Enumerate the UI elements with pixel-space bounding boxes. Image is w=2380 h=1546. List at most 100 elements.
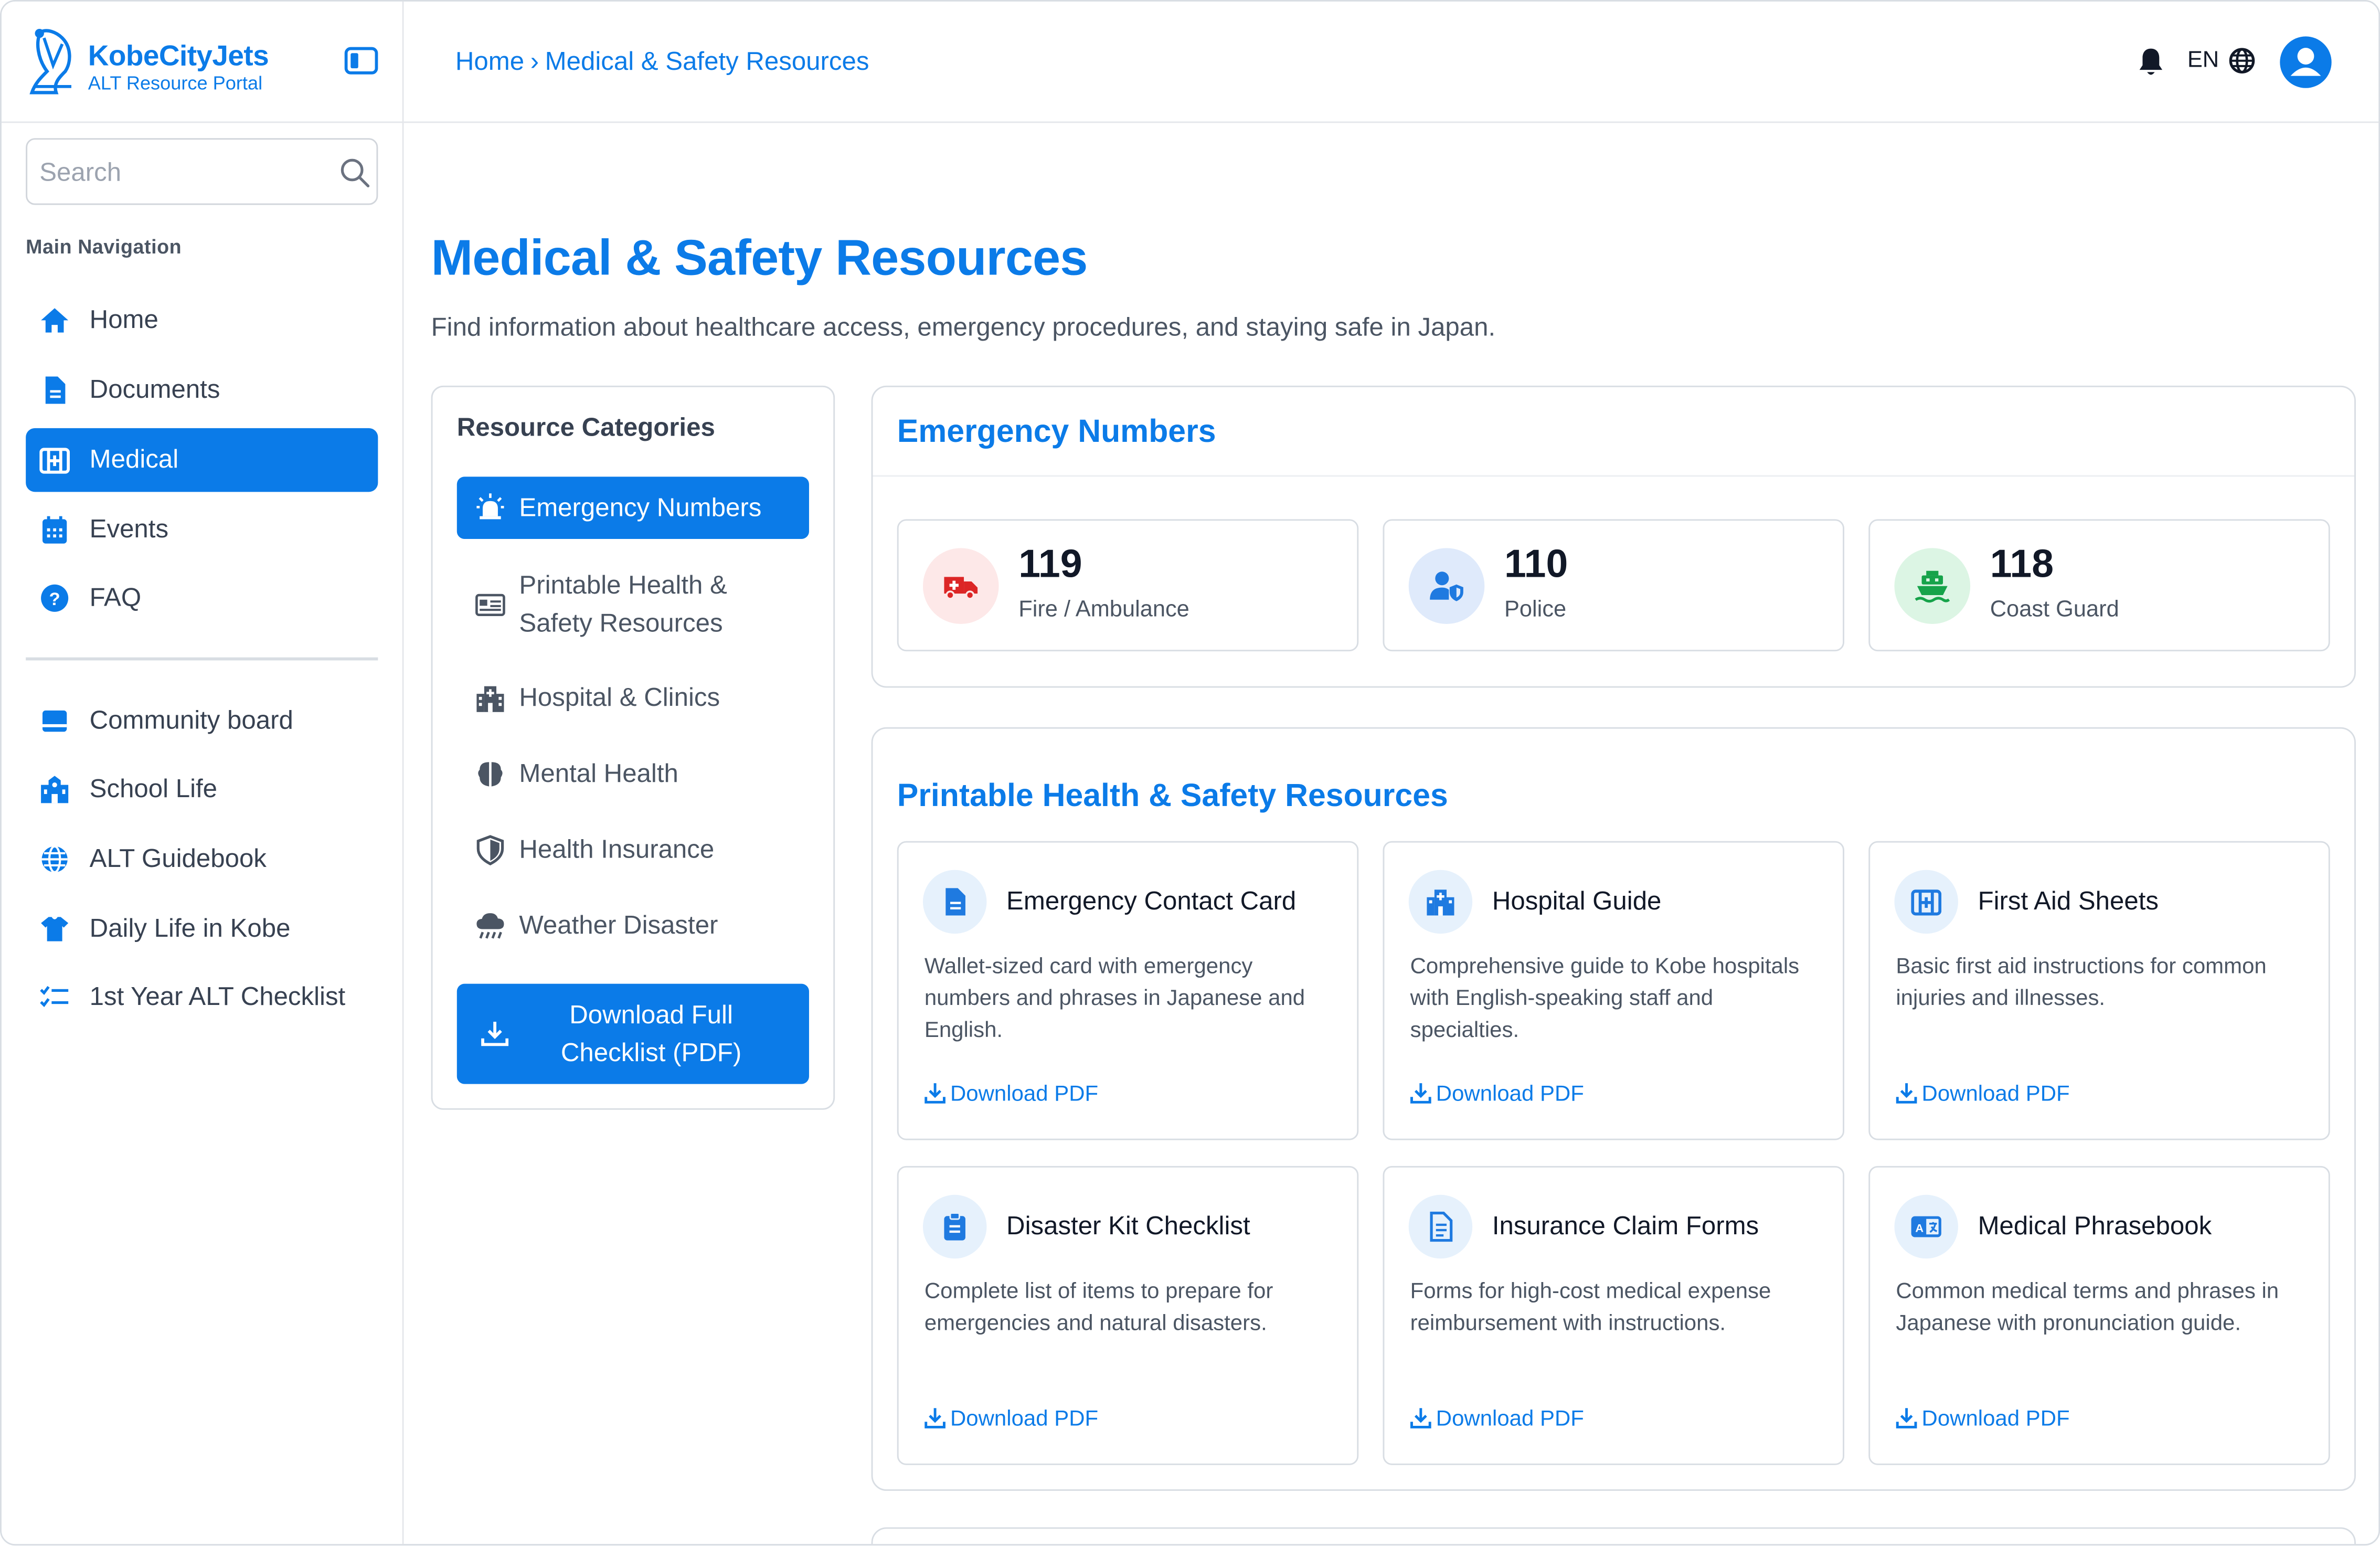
- section-title: Emergency Numbers: [897, 414, 1216, 450]
- clipboard-icon: [944, 1212, 965, 1241]
- sidebar-item-label: Community board: [89, 706, 293, 735]
- icon-circle: [922, 548, 999, 624]
- category-mental-health[interactable]: Mental Health: [457, 745, 809, 803]
- download-pdf-link[interactable]: Download PDF: [925, 1083, 1098, 1107]
- emergency-number-card[interactable]: 119 Fire / Ambulance: [897, 519, 1359, 652]
- hospital-icon: [1427, 890, 1454, 916]
- emergency-label: Police: [1504, 596, 1567, 623]
- svg-text:A: A: [1915, 1222, 1924, 1235]
- ambulance-icon: [944, 577, 978, 600]
- sidebar-item-events[interactable]: Events: [26, 498, 378, 562]
- sidebar-item-label: Medical: [89, 444, 179, 474]
- sidebar-item-home[interactable]: Home: [26, 289, 378, 353]
- download-pdf-link[interactable]: Download PDF: [925, 1407, 1098, 1432]
- brain-icon: [478, 762, 503, 787]
- icon-circle: [922, 870, 987, 934]
- printable-resources-section: Printable Health & Safety Resources Emer…: [871, 727, 2356, 1491]
- page-subtitle: Find information about healthcare access…: [431, 312, 1496, 342]
- section-title: Printable Health & Safety Resources: [897, 779, 1448, 814]
- resource-description: Basic first aid instructions for common …: [1896, 955, 2267, 1011]
- download-icon: [925, 1083, 945, 1104]
- translate-icon: A: [1911, 1216, 1941, 1237]
- school-icon: [41, 776, 69, 803]
- search-input[interactable]: Search: [26, 138, 378, 205]
- form-icon: [1430, 1211, 1453, 1242]
- globe-icon[interactable]: [2228, 47, 2256, 75]
- logo-icon: [29, 28, 71, 94]
- icon-circle: [1894, 870, 1958, 934]
- bell-icon[interactable]: [2137, 47, 2164, 78]
- download-pdf-link[interactable]: Download PDF: [1410, 1083, 1584, 1107]
- emergency-number-card[interactable]: 118 Coast Guard: [1868, 519, 2330, 652]
- medical-kit-icon: [1911, 890, 1942, 916]
- download-icon: [1896, 1408, 1917, 1428]
- sidebar-item-checklist[interactable]: 1st Year ALT Checklist: [26, 966, 378, 1030]
- breadcrumb-home[interactable]: Home: [455, 47, 525, 76]
- resource-title: Insurance Claim Forms: [1492, 1211, 1759, 1241]
- category-label: Weather Disaster: [519, 910, 718, 940]
- sidebar-item-label: Home: [89, 305, 158, 334]
- resource-card-hospital-guide: Hospital Guide Comprehensive guide to Ko…: [1383, 841, 1844, 1140]
- ship-icon: [1915, 570, 1950, 603]
- page-title: Medical & Safety Resources: [431, 229, 1088, 285]
- category-label: Emergency Numbers: [519, 493, 762, 523]
- nav-section-title: Main Navigation: [26, 235, 182, 258]
- download-icon: [481, 1021, 509, 1046]
- resource-description: Wallet-sized card with emergency numbers…: [924, 955, 1305, 1043]
- sidebar-item-label: FAQ: [89, 583, 142, 612]
- download-icon: [1410, 1408, 1431, 1428]
- download-pdf-label: Download PDF: [1921, 1407, 2070, 1432]
- download-full-checklist-label: Download Full Checklist (PDF): [560, 1000, 742, 1067]
- topbar: Home › Medical & Safety Resources EN: [403, 2, 2379, 123]
- category-hospital-clinics[interactable]: Hospital & Clinics: [457, 670, 809, 727]
- sidebar-item-label: School Life: [89, 774, 218, 803]
- category-label: Mental Health: [519, 759, 678, 788]
- emergency-number-card[interactable]: 110 Police: [1383, 519, 1844, 652]
- resource-title: Hospital Guide: [1492, 886, 1662, 916]
- sidebar-item-label: ALT Guidebook: [89, 844, 267, 873]
- resource-title: Disaster Kit Checklist: [1006, 1211, 1250, 1241]
- download-icon: [1410, 1083, 1431, 1104]
- category-health-insurance[interactable]: Health Insurance: [457, 821, 809, 879]
- category-emergency-numbers[interactable]: Emergency Numbers: [456, 476, 809, 539]
- divider: [1, 121, 404, 123]
- sidebar-item-community-board[interactable]: Community board: [26, 689, 378, 753]
- download-full-checklist-button[interactable]: Download Full Checklist (PDF): [456, 983, 809, 1084]
- home-icon: [41, 308, 69, 333]
- category-printable-resources[interactable]: Printable Health & Safety Resources: [457, 563, 809, 645]
- storm-cloud-icon: [476, 913, 504, 939]
- brand[interactable]: KobeCityJets ALT Resource Portal: [26, 26, 390, 102]
- category-weather-disaster[interactable]: Weather Disaster: [457, 897, 809, 955]
- download-icon: [1896, 1083, 1917, 1104]
- sidebar-item-faq[interactable]: ? FAQ: [26, 566, 378, 630]
- sidebar-item-medical[interactable]: Medical: [26, 428, 378, 492]
- hospital-icon: [476, 686, 504, 712]
- avatar[interactable]: [2280, 36, 2332, 88]
- sidebar-item-school-life[interactable]: School Life: [26, 758, 378, 822]
- download-pdf-label: Download PDF: [1436, 1082, 1584, 1107]
- checklist-icon: [40, 986, 69, 1008]
- search-placeholder: Search: [39, 157, 122, 187]
- sidebar-item-daily-life[interactable]: Daily Life in Kobe: [26, 897, 378, 961]
- sidebar-item-documents[interactable]: Documents: [26, 358, 378, 422]
- emergency-numbers-section: Emergency Numbers 119 Fire / Ambulance 1…: [871, 385, 2356, 688]
- download-pdf-link[interactable]: Download PDF: [1896, 1082, 2070, 1107]
- id-card-icon: [475, 594, 505, 616]
- sidebar-item-alt-guidebook[interactable]: ALT Guidebook: [26, 828, 378, 892]
- brand-subtitle: ALT Resource Portal: [88, 72, 263, 94]
- police-icon: [1430, 571, 1463, 601]
- siren-icon: [476, 493, 504, 520]
- download-pdf-label: Download PDF: [1921, 1082, 2070, 1107]
- sidebar-toggle-icon[interactable]: [344, 47, 378, 75]
- globe-icon: [41, 845, 68, 874]
- language-selector[interactable]: EN: [2187, 47, 2219, 73]
- breadcrumb-current[interactable]: Medical & Safety Resources: [545, 47, 869, 76]
- medical-kit-icon: [39, 448, 70, 474]
- download-pdf-label: Download PDF: [950, 1082, 1099, 1107]
- icon-circle: [1408, 870, 1473, 934]
- download-pdf-link[interactable]: Download PDF: [1410, 1407, 1584, 1432]
- file-icon: [945, 888, 965, 916]
- resource-description: Complete list of items to prepare for em…: [924, 1279, 1273, 1336]
- download-pdf-link[interactable]: Download PDF: [1896, 1407, 2070, 1432]
